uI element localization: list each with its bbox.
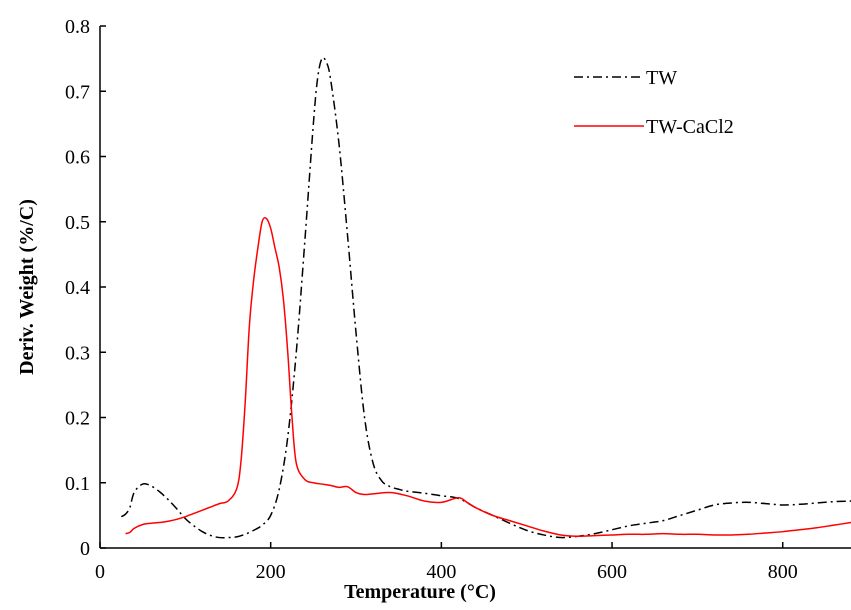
- x-tick-label: 800: [768, 561, 798, 583]
- y-axis-title: Deriv. Weight (%/C): [16, 199, 38, 375]
- y-tick-label: 0.4: [65, 277, 90, 299]
- y-tick-label: 0.2: [65, 408, 90, 430]
- series-layer: [120, 56, 851, 539]
- y-tick-label: 0.6: [65, 147, 90, 169]
- ticks-layer: 0 0.1 0.2 0.3 0.4 0.5 0.6 0.7 0.8 0 200 400 600 800: [65, 16, 798, 583]
- legend-label-tw-cacl2: TW-CaCl2: [646, 116, 734, 138]
- series-line-tw: [120, 56, 851, 539]
- y-tick-label: 0: [80, 538, 90, 560]
- y-tick-label: 0.8: [65, 16, 90, 38]
- y-tick-label: 0.7: [65, 81, 90, 103]
- series-line-tw-cacl2: [125, 217, 851, 538]
- axes-layer: [99, 26, 851, 549]
- x-tick-label: 0: [95, 561, 105, 583]
- x-axis-title: Temperature (°C): [344, 581, 496, 603]
- x-tick-label: 400: [426, 561, 456, 583]
- y-tick-label: 0.3: [65, 342, 90, 364]
- x-tick-label: 200: [256, 561, 286, 583]
- x-tick-label: 600: [597, 561, 627, 583]
- legend-label-tw: TW: [646, 67, 677, 89]
- legend: TW TW-CaCl2: [574, 67, 734, 138]
- y-tick-label: 0.1: [65, 473, 90, 495]
- y-tick-label: 0.5: [65, 212, 90, 234]
